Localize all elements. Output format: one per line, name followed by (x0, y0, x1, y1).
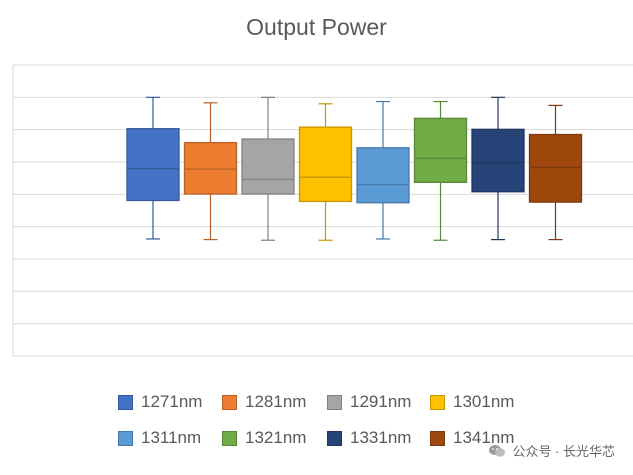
boxes (126, 96, 583, 241)
legend-item: 1281nm (222, 392, 306, 412)
gridlines (12, 64, 633, 357)
legend-item: 1311nm (118, 428, 201, 448)
legend-label: 1301nm (453, 392, 515, 411)
legend-label: 1291nm (350, 392, 412, 411)
box-body (183, 141, 238, 195)
watermark-text: 公众号 · 长光华芯 (512, 444, 615, 459)
box-body (241, 138, 295, 195)
box-1311nm (356, 100, 410, 240)
legend-item: 1301nm (430, 392, 514, 412)
legend-label: 1321nm (245, 428, 307, 447)
legend-swatch (327, 394, 342, 410)
legend-swatch (118, 394, 133, 410)
legend-swatch (327, 430, 342, 446)
legend-item: 1321nm (222, 428, 306, 448)
legend-item: 1331nm (327, 428, 411, 448)
box-1341nm (528, 104, 583, 241)
box-body (126, 128, 180, 202)
box-1271nm (126, 96, 180, 240)
wechat-icon (489, 444, 506, 457)
box-body (356, 147, 410, 204)
legend-label: 1271nm (141, 392, 203, 411)
box-body (471, 128, 525, 193)
box-1281nm (183, 102, 238, 241)
legend-swatch (222, 394, 237, 410)
legend-swatch (118, 430, 133, 446)
legend-label: 1281nm (245, 392, 307, 411)
legend-item: 1291nm (327, 392, 411, 412)
legend-swatch (430, 430, 445, 446)
box-body (413, 117, 468, 184)
box-1331nm (471, 96, 525, 241)
legend-label: 1311nm (141, 428, 202, 447)
legend-label: 1331nm (350, 428, 412, 447)
legend-label: 1341nm (453, 428, 515, 447)
box-1291nm (241, 96, 295, 241)
legend-item: 1271nm (118, 392, 202, 412)
box-1301nm (298, 103, 353, 241)
chart-title: Output Power (246, 14, 387, 40)
box-body (298, 126, 353, 203)
box-body (528, 133, 583, 203)
watermark: 公众号 · 长光华芯 (488, 441, 615, 460)
legend-item: 1341nm (430, 428, 514, 448)
legend-swatch (430, 394, 445, 410)
box-1321nm (413, 100, 468, 241)
legend-swatch (222, 430, 237, 446)
